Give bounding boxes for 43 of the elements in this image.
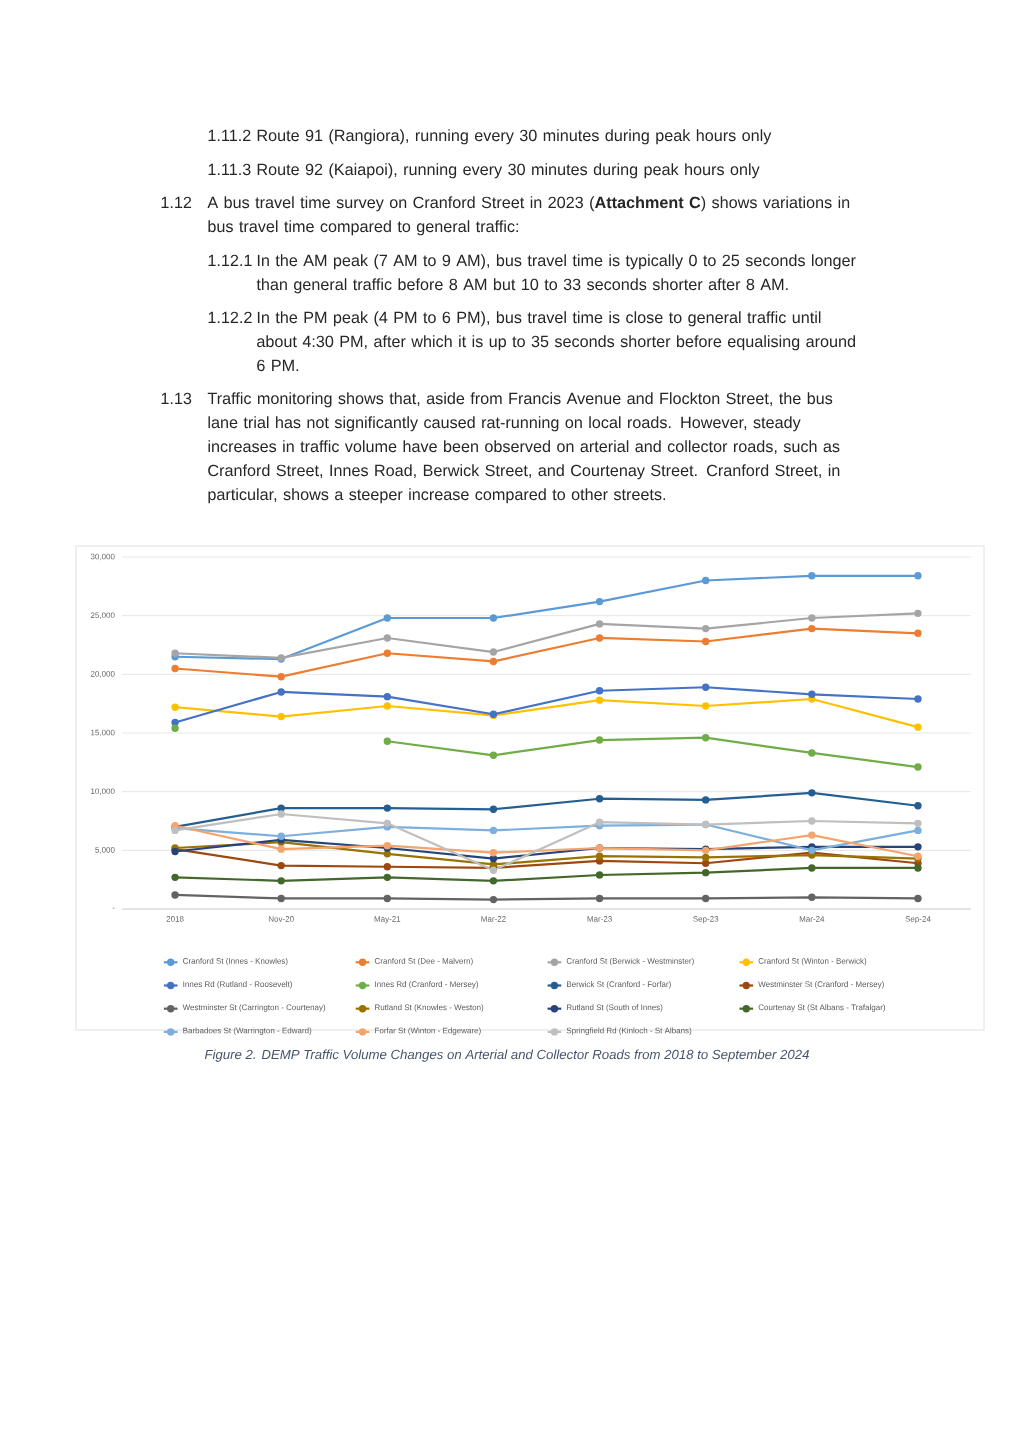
legend-label: Westminster St (Carrington - Courtenay) — [182, 1004, 326, 1012]
legend-label: Cranford St (Dee - Malvern) — [374, 957, 473, 966]
x-tick-label: Mar-24 — [799, 916, 825, 922]
caption: Figure 2. DEMP Traffic Volume Changes on Arterial and Collector Roads from 2018 to September 2024 — [204, 1049, 809, 1062]
legend-label: Cranford St (Innes - Knowles) — [183, 957, 288, 966]
y-tick-label: 20,000 — [90, 671, 115, 678]
legend-label: Cranford St (Berwick - Westminster) — [566, 957, 694, 966]
legend-label: Springfield Rd (Kinloch - St Albans) — [566, 1027, 692, 1035]
legend-label: Innes Rd (Rutland - Roosevelt) — [183, 981, 292, 989]
y-tick-label: 10,000 — [91, 788, 115, 795]
y-tick-label: - — [112, 907, 115, 909]
legend-label: Cranford St (Winton - Berwick) — [758, 957, 867, 966]
x-tick-label: Mar-23 — [587, 916, 612, 922]
legend-label: Forfar St (Winton - Edgeware) — [375, 1027, 481, 1035]
text: In the PM peak (4 PM to 6 PM), bus travel time is close to general traffic until about 4:30 PM, after which it is up to 35 seconds shorter before equalising around 6 PM. — [257, 311, 855, 372]
text: 1.12 — [161, 196, 192, 208]
x-tick-label: Mar-22 — [481, 916, 506, 922]
text: 1.13 — [161, 392, 192, 405]
text: 1.12.1 — [208, 254, 252, 266]
text: A bus travel time survey on Cranford Street in 2023 (Attachment C) shows variations in bus travel time compared to general traffic: — [207, 196, 850, 236]
text: Route 92 (Kaiapoi), running every 30 minutes during peak hours only — [257, 163, 760, 179]
text: Traffic monitoring shows that, aside from Francis Avenue and Flockton Street, the bus lane trial has not significantly caused rat-running on local roads. However, steady increases in traffic volume have been observed on arterial and collector roads, such as Cranford Street, Innes Road, Berwick Street, and Courtenay Street. Cranford Street, in particular, shows a steeper increase compared to other streets. — [207, 392, 840, 504]
text: 1.11.2 — [208, 129, 251, 141]
legend-label: Rutland St (South of Innes) — [567, 1004, 663, 1012]
legend-label: Barbadoes St (Warrington - Edward) — [183, 1027, 312, 1035]
text: 1.12.2 — [208, 311, 252, 323]
x-tick-label: May-21 — [374, 916, 401, 924]
y-tick-label: 15,000 — [91, 729, 115, 737]
text: In the AM peak (7 AM to 9 AM), bus travel time is typically 0 to 25 seconds longer than general traffic before 8 AM but 10 to 33 seconds shorter after 8 AM. — [256, 254, 856, 294]
legend-label: Berwick St (Cranford - Forfar) — [567, 981, 671, 989]
legend-label: Rutland St (Knowles - Weston) — [375, 1004, 484, 1012]
y-tick-label: 25,000 — [90, 612, 115, 619]
legend-label: Courtenay St (St Albans - Trafalgar) — [758, 1004, 886, 1012]
x-tick-label: Nov-20 — [268, 916, 294, 922]
legend-label: Westminster St (Cranford - Mersey) — [758, 981, 884, 989]
x-tick-label: Sep-24 — [905, 916, 931, 924]
y-tick-label: 5,000 — [95, 847, 115, 854]
legend-label: Innes Rd (Cranford - Mersey) — [375, 981, 479, 989]
text: 1.11.3 — [208, 163, 251, 176]
x-tick-label: Sep-23 — [693, 916, 719, 924]
x-tick-label: 2018 — [166, 916, 184, 922]
text: Route 91 (Rangiora), running every 30 minutes during peak hours only — [257, 129, 772, 145]
y-tick-label: 30,000 — [90, 553, 115, 561]
